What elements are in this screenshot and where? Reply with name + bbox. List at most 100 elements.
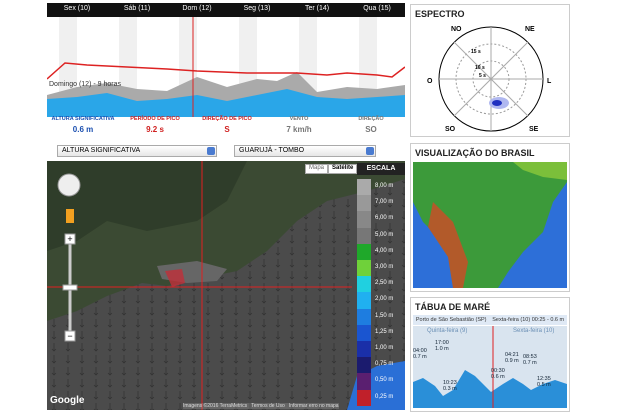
scale-label: 2,50 m <box>375 280 394 287</box>
scale-swatch <box>357 292 371 309</box>
stat-value: 9.2 s <box>146 125 164 134</box>
stat-value: S <box>224 125 230 134</box>
map-type-buttons: Mapa Satélite <box>305 164 358 174</box>
scale-swatch <box>357 357 371 374</box>
map-type-button[interactable]: Satélite <box>328 164 358 174</box>
scale-label: 6,00 m <box>375 215 394 222</box>
scale-label: 1,00 m <box>375 345 394 351</box>
spectrum-label: SE <box>529 126 539 133</box>
day-label[interactable]: Dom (12) <box>182 5 212 12</box>
google-logo: Google <box>50 395 85 406</box>
day-label[interactable]: Ter (14) <box>304 5 330 12</box>
map-footer: Imagens ©2016 TerraMetrics Termos de Uso I… <box>183 403 339 409</box>
spectrum-label: SO <box>445 126 456 133</box>
scale-label: 1,25 m <box>375 328 394 335</box>
day-label[interactable]: Sáb (11) <box>123 5 151 12</box>
day-header: Sex (10) Sáb (11) Dom (12) Seg (13) Ter (14)… <box>47 3 405 17</box>
svg-text:+: + <box>67 234 72 244</box>
stat-value: SO <box>365 125 377 134</box>
day-label[interactable]: Seg (13) <box>243 5 271 12</box>
scale-swatch <box>357 227 371 244</box>
scale-label: 0,75 m <box>375 361 394 368</box>
scale-swatch <box>357 308 371 325</box>
day-label[interactable]: Qua (15) <box>363 5 391 12</box>
stat-label: VENTO <box>289 116 309 122</box>
map-layer: +− <box>47 161 405 410</box>
stat-value: 0.6 m <box>72 125 94 134</box>
scale-swatch <box>357 276 371 293</box>
tide-time: 08:53 <box>523 354 537 360</box>
tide-height: 0.7 m <box>413 354 427 360</box>
tide-time: 10:23 <box>443 380 457 386</box>
scale-label: 4,00 m <box>375 247 394 254</box>
day-label[interactable]: Sex (10) <box>63 5 91 12</box>
scale-label: 3,00 m <box>375 264 394 270</box>
spectrum-plot: NO NE O L SO SE 15 s 10 s 5 s <box>427 26 552 133</box>
tide-day: Sexta-feira (10) <box>513 328 555 334</box>
scale-label: 8,00 m <box>375 183 394 189</box>
map-type-button[interactable]: Mapa <box>305 164 329 174</box>
scale-swatch <box>357 324 371 341</box>
tide-time: 00:30 <box>491 368 505 374</box>
svg-text:−: − <box>67 331 72 341</box>
forecast-panel: Sex (10) Sáb (11) Dom (12) Seg (13) Ter (14)… <box>47 3 405 139</box>
scale-swatch <box>357 179 371 196</box>
forecast-graph <box>47 17 405 117</box>
scale-label: 5,00 m <box>375 231 394 238</box>
spectrum-label: L <box>547 78 552 85</box>
tide-curve <box>413 326 567 408</box>
tide-time: 12:35 <box>537 376 551 382</box>
tide-height: 0.3 m <box>443 386 457 392</box>
tide-height: 1.0 m <box>435 346 449 352</box>
spectrum-panel: ESPECTRO NO NE O L SO SE 15 s 10 s 5 s <box>410 4 570 137</box>
spectrum-label: NE <box>525 26 535 33</box>
stats-row: ALTURA SIGNIFICATIVA 0.6 m PERÍODO DE PICO… <box>47 116 405 138</box>
scale-label: 0,25 m <box>375 393 394 400</box>
scale-label: 7,00 m <box>375 199 394 206</box>
scale: 8,00 m 7,00 m 6,00 m 5,00 m 4,00 m 3,00 m 2,50… <box>357 179 405 410</box>
tide-height: 0.6 m <box>491 374 505 380</box>
stat-value: 7 km/h <box>286 125 312 134</box>
scale-swatch <box>357 211 371 228</box>
map-footer-link: Imagens ©2016 TerraMetrics <box>183 403 248 409</box>
stat-label: ALTURA SIGNIFICATIVA <box>51 116 115 122</box>
scale-swatch <box>357 373 371 390</box>
spectrum-label: 10 s <box>475 65 485 71</box>
scale-title: ESCALA <box>357 163 405 175</box>
spectrum-label: 15 s <box>471 49 481 55</box>
map-footer-link[interactable]: Termos de Uso <box>251 403 285 409</box>
map[interactable]: + − Mapa Satélite ESCALA 8,00 m 7,00 m 6,00 … <box>47 161 405 410</box>
map-footer-link[interactable]: Informar erro no mapa <box>288 403 339 409</box>
tide-height: 0.7 m <box>523 360 537 366</box>
scale-label: 1,50 m <box>375 312 394 319</box>
stat-label: DIREÇÃO DE PICO <box>202 116 252 122</box>
tide-time: 17:00 <box>435 340 449 346</box>
spectrum-label: 5 s <box>479 73 486 79</box>
tide-height: 0.9 m <box>505 358 519 364</box>
cursor-label: Domingo (12) - 9 horas <box>49 81 121 88</box>
variable-select[interactable]: ALTURA SIGNIFICATIVA <box>57 145 217 157</box>
location-select[interactable]: GUARUJÁ - TOMBO <box>234 145 376 157</box>
brazil-map[interactable] <box>413 162 567 288</box>
spectrum-label: NO <box>451 26 462 33</box>
tide-height: 0.5 m <box>537 382 551 388</box>
scale-swatch <box>357 243 371 260</box>
tide-current: Sexta-feira (10) 00:25 - 0.6 m <box>492 317 565 323</box>
scale-label: 0,50 m <box>375 377 394 384</box>
tide-info: Porto de São Sebastião (SP) Sexta-feira (… <box>413 315 567 325</box>
tide-time: 04:21 <box>505 352 519 358</box>
tide-chart: Quinta-feira (9) Sexta-feira (10) 04:00 0… <box>413 326 567 408</box>
tide-port: Porto de São Sebastião (SP) <box>415 317 487 323</box>
stat-label: PERÍODO DE PICO <box>130 116 180 122</box>
tide-day: Quinta-feira (9) <box>427 328 468 334</box>
tide-title: TÁBUA DE MARÉ <box>415 302 491 312</box>
scale-label: 2,00 m <box>375 296 394 303</box>
spectrum-label: O <box>427 78 433 85</box>
spectrum-title: ESPECTRO <box>415 9 465 19</box>
brazil-title: VISUALIZAÇÃO DO BRASIL <box>415 148 535 158</box>
scale-swatch <box>357 341 371 358</box>
scale-swatch <box>357 389 371 406</box>
stat-label: DIREÇÃO <box>358 116 384 122</box>
scale-swatch <box>357 260 371 277</box>
